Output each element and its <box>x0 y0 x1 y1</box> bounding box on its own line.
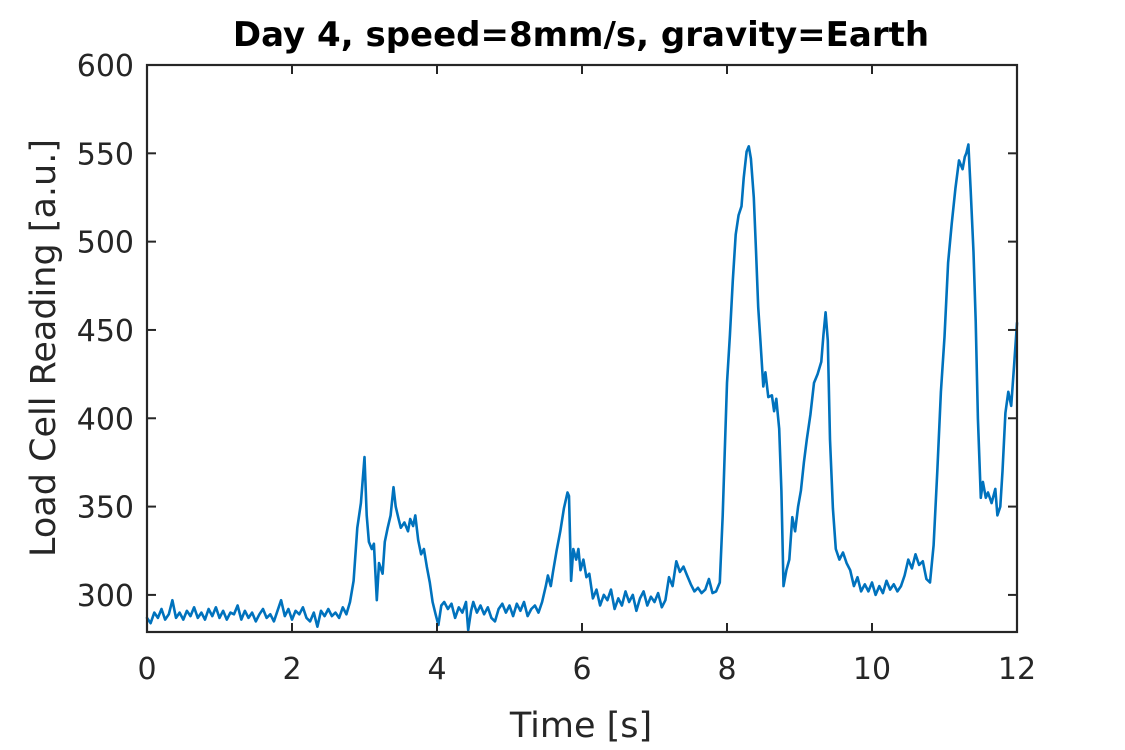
x-tick-label: 6 <box>572 652 591 687</box>
x-tick-label: 4 <box>427 652 446 687</box>
y-tick-label: 600 <box>77 49 134 84</box>
x-tick-label: 8 <box>717 652 736 687</box>
x-tick-label: 10 <box>853 652 891 687</box>
y-tick-label: 450 <box>77 314 134 349</box>
series-layer <box>145 143 1019 632</box>
y-axis-label: Load Cell Reading [a.u.] <box>24 139 64 557</box>
y-axis-tick-labels: 300 350 400 450 500 550 600 <box>77 49 134 614</box>
y-tick-label: 350 <box>77 491 134 526</box>
x-axis-tick-labels: 0 2 4 6 8 10 12 <box>137 652 1036 687</box>
y-tick-label: 550 <box>77 137 134 172</box>
series-line-1 <box>145 143 1019 632</box>
x-tick-label: 12 <box>998 652 1036 687</box>
y-tick-label: 400 <box>77 402 134 437</box>
y-tick-label: 500 <box>77 226 134 261</box>
chart-title: Day 4, speed=8mm/s, gravity=Earth <box>233 15 929 55</box>
x-tick-label: 2 <box>282 652 301 687</box>
plot-area: 0 2 4 6 8 10 12 300 350 400 450 500 550 600 <box>77 49 1036 687</box>
x-tick-label: 0 <box>137 652 156 687</box>
tick-marks <box>146 64 1018 632</box>
x-axis-label: Time [s] <box>509 706 652 746</box>
y-tick-label: 300 <box>77 579 134 614</box>
